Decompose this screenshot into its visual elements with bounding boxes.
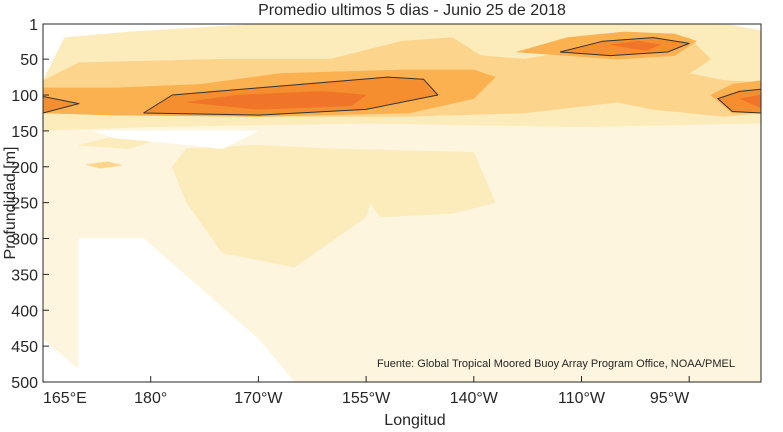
y-tick-label: 400	[11, 303, 38, 320]
filled-contours	[43, 24, 761, 382]
x-tick-label: 95°W	[650, 390, 690, 407]
contour-region-level-0	[93, 130, 259, 150]
contour-region-level-0	[43, 338, 94, 382]
contour-line	[43, 96, 80, 114]
contour-region-level-6	[609, 40, 661, 51]
contour-region-level-0	[78, 238, 295, 382]
x-tick-label: 140°W	[450, 390, 499, 407]
y-tick-label: 500	[11, 375, 38, 392]
x-axis: 165°E 180° 170°W 155°W 140°W 110°W 95°W	[42, 376, 690, 407]
y-tick-label: 150	[11, 124, 38, 141]
y-axis-label: Profundidad [m]	[2, 147, 19, 260]
contour-region-level-6	[186, 91, 367, 110]
contour-lines	[43, 37, 761, 116]
x-tick-label: 170°W	[234, 390, 283, 407]
y-tick-label: 450	[11, 339, 38, 356]
x-axis-label: Longitud	[384, 412, 445, 429]
x-tick-label: 165°E	[43, 390, 87, 407]
contour-line	[559, 37, 690, 57]
chart-title: Promedio ultimos 5 dias - Junio 25 de 20…	[258, 2, 566, 19]
contour-region-level-2	[171, 144, 381, 268]
y-tick-label: 100	[11, 88, 38, 105]
y-tick-label: 200	[11, 160, 38, 177]
contour-region-level-2	[329, 148, 496, 218]
y-tick-label: 1	[29, 17, 38, 34]
y-tick-label: 50	[20, 52, 38, 69]
plot-area	[42, 23, 762, 383]
source-annotation: Fuente: Global Tropical Moored Buoy Arra…	[377, 358, 735, 370]
y-tick-label: 250	[11, 196, 38, 213]
y-tick-label: 300	[11, 232, 38, 249]
x-tick-label: 110°W	[558, 390, 606, 407]
contour-line	[143, 76, 439, 116]
y-tick-label: 350	[11, 267, 38, 284]
x-tick-label: 180°	[134, 390, 167, 407]
contour-line	[717, 88, 761, 114]
contour-region-level-6	[739, 94, 761, 109]
contour-region-level-3	[85, 161, 123, 169]
x-tick-label: 155°W	[342, 390, 391, 407]
